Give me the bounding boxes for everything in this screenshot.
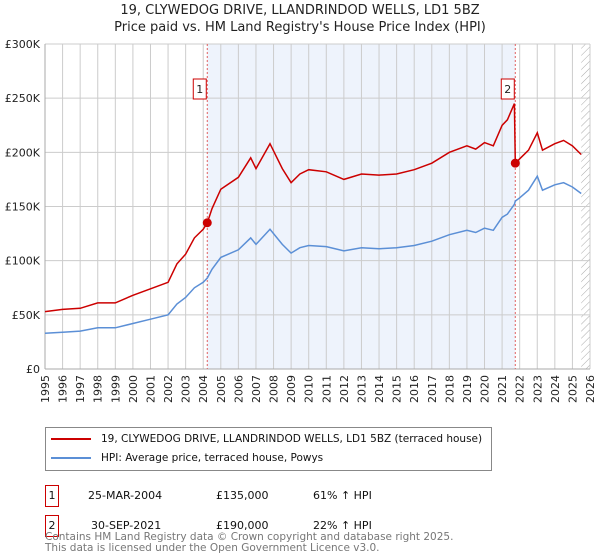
- x-tick-label: 2010: [303, 375, 316, 403]
- y-tick-label: £250K: [5, 92, 41, 105]
- x-tick-label: 2024: [549, 375, 562, 403]
- x-tick-label: 2023: [531, 375, 544, 403]
- x-tick-label: 1999: [109, 375, 122, 403]
- x-tick-label: 2003: [180, 375, 193, 403]
- x-tick-label: 2019: [461, 375, 474, 403]
- x-tick-label: 2006: [232, 375, 245, 403]
- sale-date: 25-MAR-2004: [88, 489, 163, 502]
- sale-price: £135,000: [216, 489, 269, 502]
- sale-label-box: [192, 78, 207, 100]
- x-tick-label: 1996: [57, 375, 70, 403]
- sale-delta: 61% ↑ HPI: [313, 489, 372, 502]
- legend-swatch-blue: [51, 457, 91, 459]
- x-tick-label: 2022: [514, 375, 527, 403]
- x-tick-label: 2016: [408, 375, 421, 403]
- sale-point: [510, 158, 520, 168]
- legend-swatch-red: [51, 438, 91, 440]
- x-tick-label: 1995: [39, 375, 52, 403]
- x-tick-label: 1998: [92, 375, 105, 403]
- chart-subtitle: Price paid vs. HM Land Registry's House …: [114, 20, 486, 35]
- plot-area: 1995 1996 1997 1998 1999 2000 2001 2002 2003 2004…: [5, 38, 597, 403]
- sale-badge: 2: [45, 515, 59, 537]
- x-tick-label: 2001: [144, 375, 157, 403]
- chart-title: 19, CLYWEDOG DRIVE, LLANDRINDOD WELLS, L…: [120, 3, 480, 18]
- footer-line: This data is licensed under the Open Gov…: [45, 542, 380, 554]
- x-tick-label: 2009: [285, 375, 298, 403]
- sale-date: 30-SEP-2021: [91, 519, 162, 532]
- sale-point: [202, 218, 212, 228]
- x-tick-label: 2026: [584, 375, 597, 403]
- x-tick-label: 2008: [268, 375, 281, 403]
- x-tick-label: 2018: [443, 375, 456, 403]
- y-tick-label: £0: [26, 363, 40, 376]
- sale-price: £190,000: [216, 519, 269, 532]
- sale-badge: 1: [45, 485, 59, 507]
- x-tick-label: 2007: [250, 375, 263, 403]
- sale-label: 2: [504, 83, 511, 96]
- sale-label-box: [500, 78, 515, 100]
- hpi-line: [44, 174, 582, 335]
- y-tick-label: £50K: [12, 309, 41, 322]
- y-tick-label: £300K: [5, 38, 41, 51]
- legend-item-property: 19, CLYWEDOG DRIVE, LLANDRINDOD WELLS, L…: [51, 431, 482, 447]
- x-tick-label: 1997: [74, 375, 87, 403]
- x-tick-label: 2014: [373, 375, 386, 403]
- y-tick-label: £100K: [5, 255, 41, 268]
- legend-label: 19, CLYWEDOG DRIVE, LLANDRINDOD WELLS, L…: [101, 433, 483, 445]
- legend: 19, CLYWEDOG DRIVE, LLANDRINDOD WELLS, L…: [45, 427, 492, 471]
- x-tick-label: 2020: [479, 375, 492, 403]
- y-tick-label: £150K: [5, 201, 41, 214]
- x-tick-label: 2013: [355, 375, 368, 403]
- x-tick-label: 2005: [215, 375, 228, 403]
- x-tick-label: 2015: [391, 375, 404, 403]
- x-tick-label: 2004: [197, 375, 210, 403]
- x-tick-label: 2012: [338, 375, 351, 403]
- x-tick-label: 2021: [496, 375, 509, 403]
- footer-line: Contains HM Land Registry data © Crown c…: [45, 531, 454, 543]
- legend-label: HPI: Average price, terraced house, Powy…: [101, 452, 324, 464]
- x-tick-label: 2025: [566, 375, 579, 403]
- legend-item-hpi: HPI: Average price, terraced house, Powy…: [51, 450, 323, 466]
- x-tick-label: 2002: [162, 375, 175, 403]
- x-tick-label: 2017: [426, 375, 439, 403]
- x-tick-label: 2000: [127, 375, 140, 403]
- sale-delta: 22% ↑ HPI: [313, 519, 372, 532]
- footer: Contains HM Land Registry data © Crown c…: [45, 532, 453, 554]
- y-tick-label: £200K: [5, 146, 41, 159]
- x-tick-label: 2011: [320, 375, 333, 403]
- sale-label: 1: [196, 83, 203, 96]
